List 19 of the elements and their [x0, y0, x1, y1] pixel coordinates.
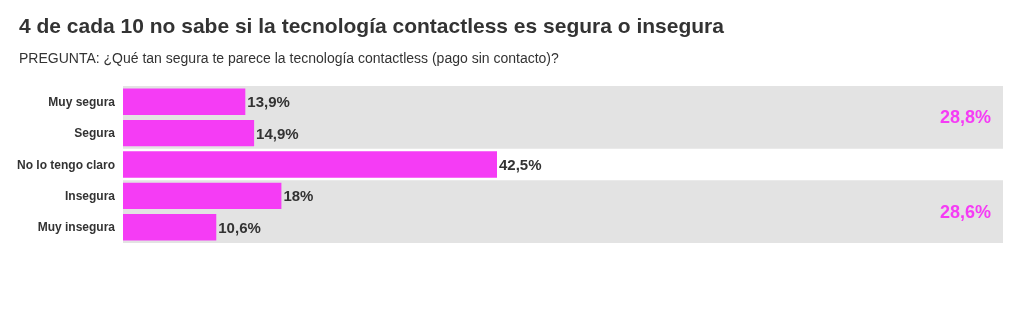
bar	[123, 119, 255, 147]
chart-title: 4 de cada 10 no sabe si la tecnología contactless es segura o insegura	[19, 14, 725, 37]
data-label: 18%	[283, 187, 314, 205]
bar	[123, 151, 497, 178]
chart-subtitle: PREGUNTA: ¿Qué tan segura te parece la tecnología contactless (pago sin contacto)?	[19, 50, 560, 66]
y-tick-label: No lo tengo claro	[16, 157, 115, 172]
bar	[123, 214, 217, 241]
band-label: 28,8%	[939, 107, 991, 128]
band-label: 28,6%	[939, 201, 991, 222]
bar	[123, 182, 282, 210]
data-label: 10,6%	[218, 218, 261, 236]
y-tick-label: Insegura	[64, 188, 116, 203]
y-tick-label: Muy insegura	[37, 220, 116, 235]
data-label: 14,9%	[256, 124, 299, 142]
y-tick-label: Muy segura	[48, 94, 116, 109]
data-label: 42,5%	[499, 156, 542, 173]
y-tick-label: Segura	[74, 126, 116, 141]
bar	[123, 88, 246, 115]
data-label: 13,9%	[247, 93, 290, 111]
